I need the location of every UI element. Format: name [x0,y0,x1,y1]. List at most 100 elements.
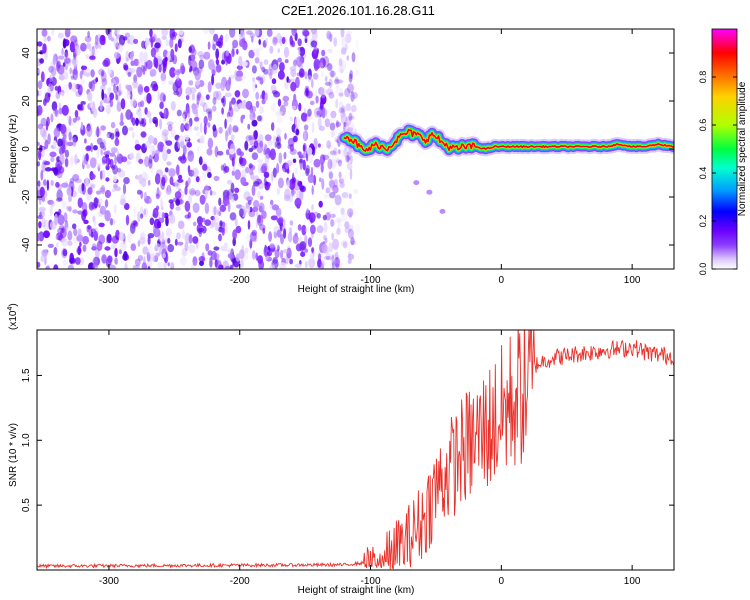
noise-blob [119,198,127,206]
noise-blob [324,75,328,82]
noise-blob [49,205,53,216]
noise-blob [322,154,330,160]
noise-blob [239,151,245,157]
noise-blob [109,99,114,108]
noise-blob [125,214,130,226]
snr-frame [36,329,675,571]
noise-blob [215,260,222,269]
noise-blob [344,33,352,44]
noise-blob [266,251,272,257]
noise-blob [269,204,272,209]
noise-blob [253,181,260,187]
noise-blob [355,60,359,67]
noise-blob [175,166,180,174]
noise-blob [223,165,230,173]
noise-blob [43,179,47,186]
noise-blob [272,256,278,264]
noise-blob [332,238,339,250]
noise-blob [132,131,135,139]
noise-blob [307,237,313,248]
noise-blob [58,102,62,111]
noise-blob [134,174,140,180]
noise-blob [45,120,49,131]
noise-blob [153,228,161,238]
noise-blob [225,50,230,57]
noise-blob [169,38,174,48]
noise-blob [180,139,185,149]
noise-blob [272,135,277,144]
noise-blob [192,105,198,115]
noise-blob [89,55,96,60]
noise-blob [37,161,40,167]
noise-blob [98,210,103,217]
noise-blob [222,260,229,269]
noise-blob [96,147,100,159]
noise-blob [341,105,346,114]
noise-blob [221,227,225,236]
noise-blob [337,66,344,73]
svg-text:(x104): (x104) [7,303,19,330]
noise-blob [218,210,222,217]
noise-blob [50,201,55,207]
noise-blob [109,92,115,101]
noise-blob [63,212,68,223]
noise-blob [214,145,219,158]
noise-blob [225,149,230,156]
noise-blob [120,98,126,110]
noise-blob [47,92,51,98]
noise-blob [326,30,332,40]
noise-blob [90,183,96,189]
noise-blob [47,35,51,42]
faint-branch-point [439,208,446,214]
noise-blob [197,93,201,99]
noise-blob [99,205,106,215]
noise-blob [255,211,259,217]
noise-blob [302,159,306,171]
noise-blob [336,227,341,235]
noise-blob [82,104,85,110]
noise-blob [219,204,227,213]
noise-blob [68,195,72,203]
noise-blob [188,80,194,86]
noise-blob [274,243,279,250]
x-tick-label: 100 [624,576,641,587]
noise-blob [329,70,336,78]
noise-blob [324,237,328,244]
noise-blob [144,156,150,168]
noise-blob [205,108,213,114]
noise-blob [118,82,122,92]
noise-blob [150,47,156,58]
noise-blob [81,182,85,192]
noise-blob [107,87,112,94]
noise-blob [161,231,165,243]
noise-blob [132,80,139,89]
noise-blob [242,88,249,99]
noise-blob [169,176,174,186]
noise-blob [346,30,352,37]
noise-blob [274,110,282,117]
noise-blob [354,223,361,234]
noise-blob [284,132,287,140]
noise-blob [254,57,260,64]
noise-blob [216,90,222,101]
noise-blob [349,69,354,80]
noise-blob [276,229,282,238]
noise-blob [197,227,205,232]
noise-blob [198,256,206,263]
noise-blob [293,135,298,143]
noise-blob [305,208,309,214]
noise-blob [55,242,59,248]
noise-blob [310,224,316,235]
noise-blob [198,59,205,70]
noise-blob [276,244,280,252]
noise-blobs [37,29,361,269]
noise-blob [179,135,185,142]
noise-blob [53,246,58,256]
noise-blob [124,262,128,269]
noise-blob [345,121,350,129]
noise-blob [165,228,173,238]
snr-multiplier: (x104) [7,303,19,330]
noise-blob [167,262,170,267]
noise-blob [255,252,258,261]
noise-blob [55,109,58,117]
